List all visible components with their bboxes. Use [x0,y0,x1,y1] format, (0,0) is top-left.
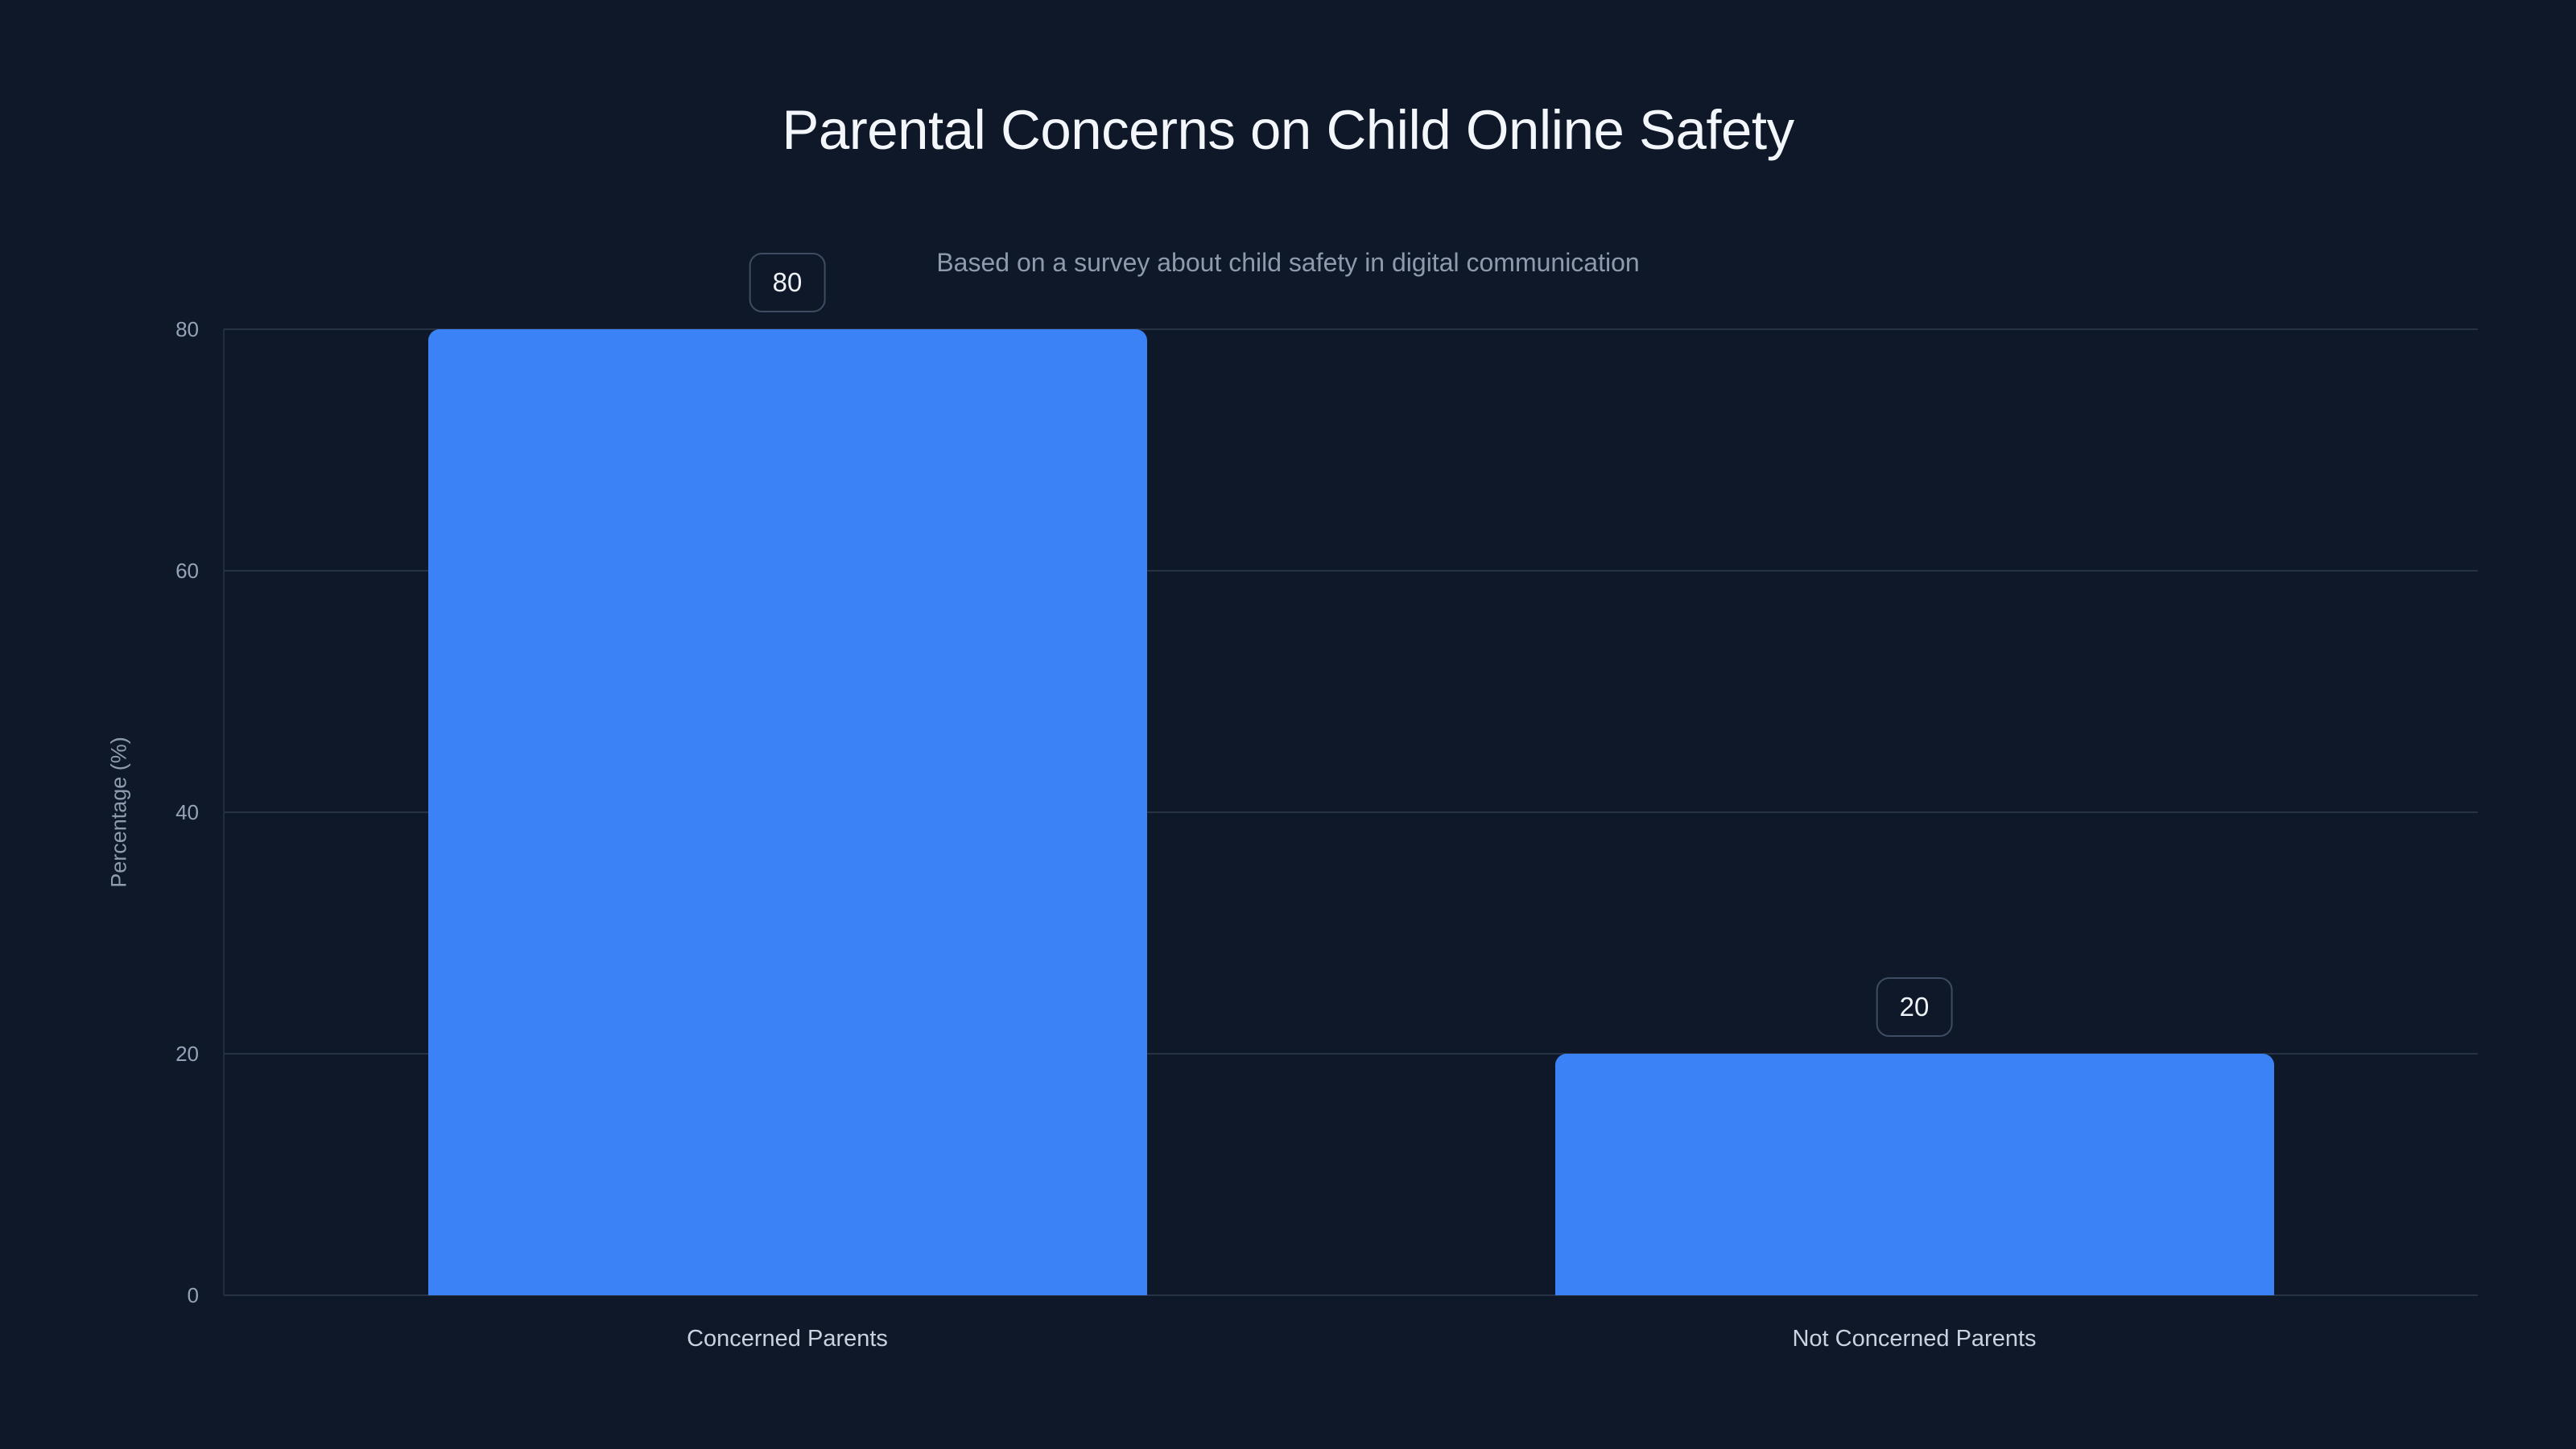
value-badge-concerned-parents: 80 [749,253,826,312]
gridline-y-60 [224,570,2478,572]
chart-subtitle: Based on a survey about child safety in … [936,248,1640,277]
y-axis-line [223,329,225,1295]
y-axis-tick-20: 20 [175,1042,199,1066]
x-axis-label-not-concerned-parents: Not Concerned Parents [1792,1326,2037,1352]
value-badge-not-concerned-parents: 20 [1876,977,1953,1037]
gridline-y-80 [224,328,2478,330]
gridline-y-20 [224,1053,2478,1055]
y-axis-tick-80: 80 [175,317,199,341]
y-axis-tick-40: 40 [175,800,199,824]
gridline-y-40 [224,811,2478,813]
y-axis-tick-0: 0 [187,1283,199,1307]
gridline-y-0 [224,1294,2478,1296]
y-axis-tick-60: 60 [175,559,199,583]
chart-title: Parental Concerns on Child Online Safety [782,99,1794,161]
x-axis-label-concerned-parents: Concerned Parents [687,1326,888,1352]
bar-concerned-parents[interactable] [428,329,1147,1295]
bar-not-concerned-parents[interactable] [1555,1054,2274,1295]
